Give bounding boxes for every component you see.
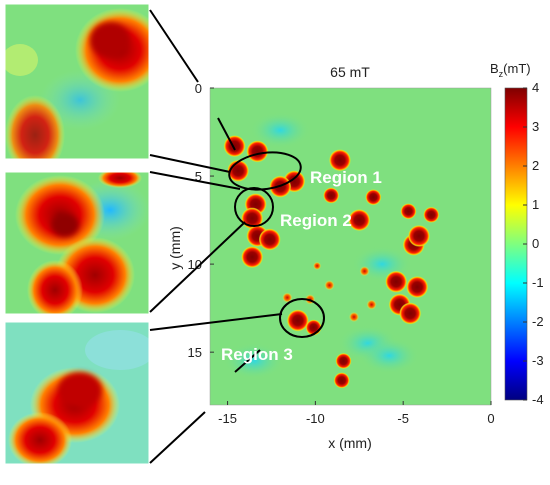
x-tick-label: 0	[487, 411, 494, 426]
region-1-label: Region 1	[310, 168, 382, 187]
inset-1-frame	[4, 3, 150, 160]
hotspot-25	[349, 311, 360, 322]
x-tick-label: -10	[306, 411, 325, 426]
colorbar-label-main: B	[490, 61, 499, 76]
region-2-label: Region 2	[280, 211, 352, 230]
y-tick-label: 15	[188, 345, 202, 360]
y-axis-label: y (mm)	[167, 226, 183, 270]
connector-lines	[149, 9, 283, 464]
low-3	[223, 342, 284, 379]
colorbar-ticks: 4 3 2 1 0 -1 -2 -3 -4	[523, 80, 544, 407]
region-3-label: Region 3	[221, 345, 293, 364]
y-tick-label: 10	[188, 257, 202, 272]
y-tick-label: 5	[195, 169, 202, 184]
x-axis: -15 -10 -5 0	[218, 401, 495, 426]
low-0	[250, 112, 311, 149]
inset-3-frame	[4, 321, 150, 465]
region-3-ellipse	[279, 298, 325, 338]
plot-frame	[209, 87, 492, 406]
hotspot-1	[246, 140, 269, 163]
colorbar-label-sub: z	[499, 69, 504, 79]
colorbar-tick-label: -3	[532, 353, 544, 368]
inset-region-2	[5, 172, 149, 314]
y-tick-label: 0	[195, 81, 202, 96]
colorbar-tick-label: -1	[532, 275, 544, 290]
hotspot-31	[366, 299, 377, 310]
colorbar-tick-label: -2	[532, 314, 544, 329]
hotspot-11	[323, 187, 340, 204]
hotspot-14	[423, 206, 440, 223]
hotspot-12	[365, 189, 382, 206]
hotspot-29	[359, 266, 370, 277]
colorbar-tick-label: 3	[532, 119, 539, 134]
colorbar-tick-label: 0	[532, 236, 539, 251]
colorbar-tick-label: 1	[532, 197, 539, 212]
hotspot-32	[313, 261, 322, 270]
hotspot-24	[335, 352, 352, 369]
x-tick-label: -15	[218, 411, 237, 426]
hotspot-9	[258, 228, 281, 251]
lows-layer	[223, 112, 420, 379]
region-2-ellipse	[234, 187, 274, 227]
x-tick-label: -5	[397, 411, 409, 426]
inset-2-frame	[4, 171, 150, 315]
colorbar-label: Bz(mT)	[490, 61, 531, 79]
colorbar-tick-label: -4	[532, 392, 544, 407]
hotspot-30	[324, 280, 335, 291]
hotspot-0	[223, 135, 246, 158]
hotspot-15	[348, 209, 371, 232]
hotspot-19	[406, 276, 429, 299]
hotspot-10	[328, 149, 351, 172]
hotspot-26	[333, 372, 350, 389]
x-axis-label: x (mm)	[328, 435, 372, 451]
hotspot-18	[385, 270, 408, 293]
hotspot-17	[407, 224, 430, 247]
hotspot-22	[286, 309, 309, 332]
inset-region-1	[5, 4, 149, 159]
hotspot-8	[241, 246, 264, 269]
colorbar-tick-label: 4	[532, 80, 539, 95]
y-axis: 0 5 10 15	[188, 81, 214, 360]
inset-region-3	[5, 322, 149, 464]
colorbar-tick-label: 2	[532, 158, 539, 173]
chart-title: 65 mT	[330, 64, 370, 80]
hotspot-13	[400, 203, 417, 220]
hotspot-28	[282, 292, 293, 303]
hotspot-21	[399, 302, 422, 325]
colorbar-label-unit: (mT)	[503, 61, 530, 76]
region-1-ellipse	[228, 151, 302, 191]
hotspots-layer	[223, 135, 440, 389]
low-2	[359, 337, 420, 374]
